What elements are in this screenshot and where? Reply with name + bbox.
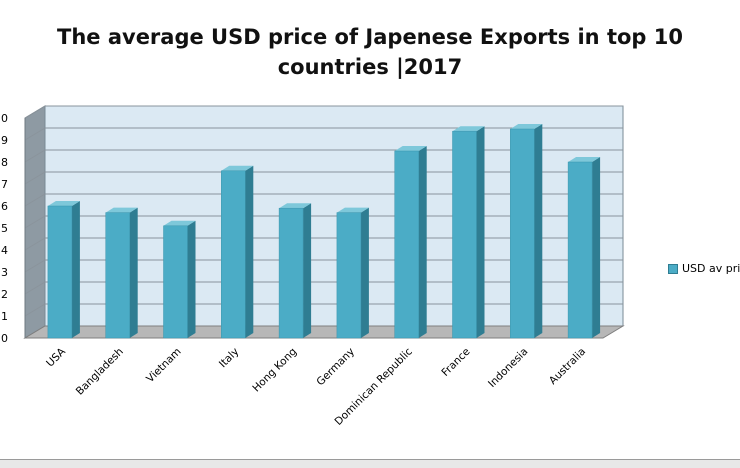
bar-front xyxy=(336,212,362,339)
legend-swatch xyxy=(668,263,678,274)
bar-dominican-republic xyxy=(394,146,427,339)
y-tick-label: 5 xyxy=(1,222,8,235)
bar-top xyxy=(336,207,369,213)
gridline-side xyxy=(24,215,46,229)
bar-front xyxy=(278,207,304,339)
x-tick-label: Hong Kong xyxy=(250,346,299,395)
x-tick-label: France xyxy=(439,346,472,379)
bar-front xyxy=(452,130,477,339)
bar-side xyxy=(303,203,312,338)
bar-australia xyxy=(567,157,601,339)
bar-hong-kong xyxy=(278,203,312,339)
gridline-side xyxy=(24,303,46,317)
gridline-side xyxy=(24,237,46,251)
bar-top xyxy=(221,165,254,171)
x-tick-label: Italy xyxy=(217,346,242,371)
bar-germany xyxy=(336,207,369,339)
bar-france xyxy=(452,126,485,339)
bar-side xyxy=(360,207,369,338)
gridline-side xyxy=(24,259,46,273)
bar-side xyxy=(592,157,601,338)
bar-front xyxy=(105,212,130,339)
x-tick-label: USA xyxy=(44,345,68,369)
bar-top xyxy=(47,201,80,206)
bar-front xyxy=(221,170,246,339)
gridline-side xyxy=(24,193,46,207)
bar-front xyxy=(47,205,73,339)
bar-italy xyxy=(221,165,254,339)
bar-front xyxy=(567,161,593,339)
x-tick-label: Bangladesh xyxy=(74,346,126,398)
y-tick-label: 6 xyxy=(1,200,8,213)
bar-top xyxy=(163,220,196,226)
bar-side xyxy=(71,201,80,338)
y-tick-label: 2 xyxy=(1,288,8,301)
y-axis-ticks: 0 1 2 3 4 5 6 7 8 9 10 xyxy=(0,112,26,345)
x-tick-label: Indonesia xyxy=(486,346,530,390)
y-tick-label: 3 xyxy=(1,266,8,279)
bar-side xyxy=(129,207,138,338)
y-tick-label: 1 xyxy=(1,310,8,323)
bar-top xyxy=(510,124,543,129)
y-tick-label: 9 xyxy=(1,134,8,147)
legend-label: USD av pric xyxy=(682,262,740,275)
y-tick-label: 0 xyxy=(1,332,8,345)
y-tick-label: 4 xyxy=(1,244,8,257)
x-axis-labels: USA Bangladesh Vietnam Italy Hong Kong German… xyxy=(44,345,588,428)
bar-vietnam xyxy=(163,220,196,339)
x-tick-label: Germany xyxy=(314,346,357,389)
bar-front xyxy=(394,150,419,339)
legend: USD av pric xyxy=(668,262,740,275)
chart-title: The average USD price of Japenese Export… xyxy=(57,25,683,79)
bar-top xyxy=(105,207,138,213)
gridline-side xyxy=(24,105,46,119)
bar-side xyxy=(476,126,485,338)
gridline-side xyxy=(24,281,46,295)
bar-top xyxy=(568,157,601,162)
bar-front xyxy=(510,128,535,339)
bar-usa xyxy=(47,201,80,339)
gridline-side xyxy=(24,149,46,163)
bar-top xyxy=(394,146,427,151)
bar-front xyxy=(163,225,188,339)
bars xyxy=(47,124,601,339)
gridline-side xyxy=(24,127,46,141)
bar-indonesia xyxy=(510,124,543,339)
bar-bangladesh xyxy=(105,207,138,339)
y-tick-label: 8 xyxy=(1,156,8,169)
x-tick-label: Vietnam xyxy=(144,346,183,385)
y-tick-label: 7 xyxy=(1,178,8,191)
y-tick-label: 10 xyxy=(0,112,8,125)
bar-side xyxy=(418,146,427,338)
window-bottom-edge xyxy=(0,459,740,468)
bar-top xyxy=(279,203,312,209)
x-tick-label: Australia xyxy=(547,346,588,387)
bar-top xyxy=(452,126,485,132)
bar-side xyxy=(245,165,254,338)
bar-side xyxy=(534,124,543,338)
bar-side xyxy=(187,220,196,338)
gridline-side xyxy=(24,171,46,185)
